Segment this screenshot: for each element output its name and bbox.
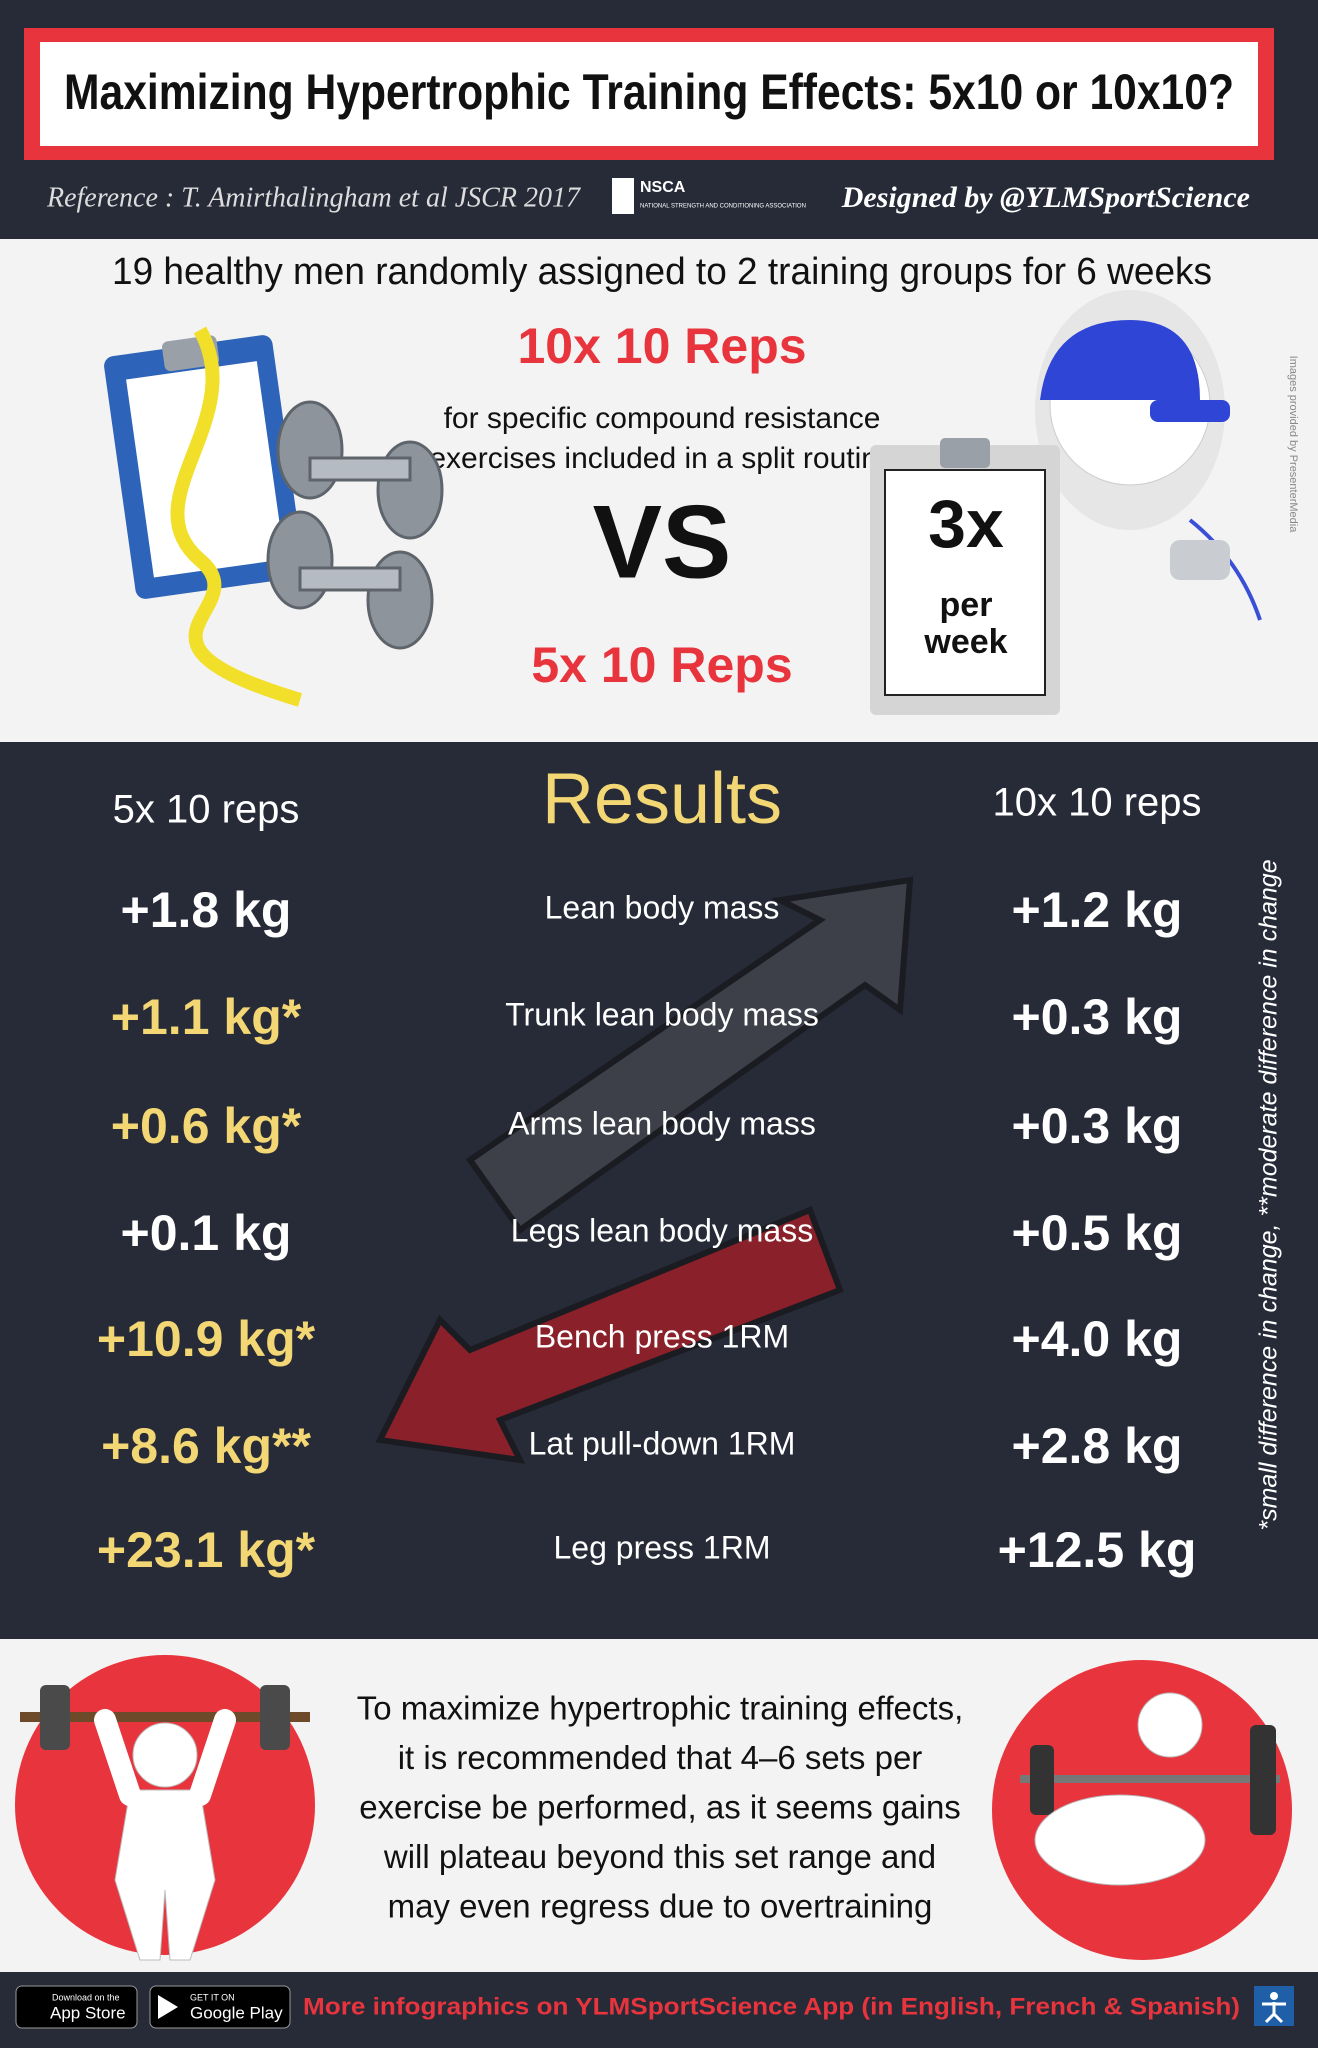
conclusion: To maximize hypertrophic training effect…: [357, 1690, 964, 1925]
five-sets-change: +10.9 kg*: [97, 1311, 316, 1367]
measure: Bench press 1RM: [535, 1318, 789, 1354]
down-arrow: [375, 1206, 844, 1464]
conclusion-line: To maximize hypertrophic training effect…: [357, 1690, 964, 1727]
five-sets-change: +0.6 kg*: [111, 1098, 302, 1154]
up-arrow: [465, 876, 914, 1235]
left-header: 5x 10 reps: [113, 788, 300, 832]
five-sets-change: +1.1 kg*: [111, 989, 302, 1045]
badge-small: GET IT ON: [190, 1992, 235, 2002]
app-store-badge[interactable]: [15, 1985, 138, 2029]
description-line: for specific compound resistance: [444, 402, 881, 435]
group-b: 5x 10 Reps: [531, 637, 792, 693]
title: Maximizing Hypertrophic Training Effects…: [64, 64, 1234, 120]
image-credit: Images provided by PresenterMedia: [1287, 356, 1299, 534]
measure: Trunk lean body mass: [505, 996, 819, 1032]
badge-label: App Store: [50, 2003, 126, 2022]
ten-sets-change: +0.3 kg: [1012, 1098, 1183, 1154]
app-icon-glyph: [1262, 2002, 1286, 2024]
badge-label: Google Play: [190, 2003, 283, 2022]
coach-illustration: [870, 290, 1262, 715]
measure: Leg press 1RM: [554, 1529, 771, 1565]
right-header: 10x 10 reps: [992, 781, 1201, 825]
ten-sets-change: +4.0 kg: [1012, 1311, 1183, 1367]
group-a: 10x 10 Reps: [517, 318, 806, 374]
results-bg: [0, 742, 1318, 1639]
five-sets-change: +1.8 kg: [121, 882, 292, 938]
footnote: *small difference in change, **moderate …: [1255, 859, 1283, 1530]
frequency: 3x: [928, 486, 1004, 562]
reference: Reference : T. Amirthalingham et al JSCR…: [46, 182, 581, 213]
results-title: Results: [542, 759, 782, 839]
vs: VS: [593, 484, 732, 600]
lifter-right: [992, 1660, 1292, 1960]
measure: Arms lean body mass: [508, 1105, 816, 1141]
ten-sets-change: +2.8 kg: [1012, 1418, 1183, 1474]
five-sets-change: +0.1 kg: [121, 1205, 292, 1261]
lifter-left: [15, 1655, 315, 1961]
study-summary: 19 healthy men randomly assigned to 2 tr…: [112, 251, 1212, 293]
description-line: exercises included in a split routine: [429, 442, 894, 475]
conclusion-line: will plateau beyond this set range and: [383, 1838, 936, 1875]
frequency-unit: week: [923, 623, 1007, 661]
play-icon: [158, 1995, 178, 2019]
google-play-badge[interactable]: [149, 1985, 291, 2029]
promo[interactable]: More infographics on YLMSportScience App…: [303, 1993, 1240, 2020]
measure: Legs lean body mass: [511, 1212, 813, 1248]
conclusion-line: may even regress due to overtraining: [388, 1888, 933, 1925]
ten-sets-change: +0.3 kg: [1012, 989, 1183, 1045]
logo-subtitle: NATIONAL STRENGTH AND CONDITIONING ASSOC…: [640, 204, 806, 210]
frequency-unit: per: [940, 586, 993, 624]
ten-sets-change: +12.5 kg: [998, 1522, 1197, 1578]
app-icon-glyph: [1270, 1992, 1278, 2000]
clipboard-illustration: [104, 326, 444, 707]
ten-sets-change: +0.5 kg: [1012, 1205, 1183, 1261]
conclusion-line: it is recommended that 4–6 sets per: [398, 1739, 923, 1776]
logo: NSCA: [640, 179, 686, 196]
five-sets-change: +8.6 kg**: [101, 1418, 311, 1474]
five-sets-change: +23.1 kg*: [97, 1522, 316, 1578]
results-rows: +1.8 kg Lean body mass +1.2 kg +1.1 kg* Trun…: [97, 882, 1196, 1578]
measure: Lean body mass: [545, 889, 780, 925]
conclusion-line: exercise be performed, as it seems gains: [359, 1789, 961, 1826]
badge-small: Download on the: [52, 1992, 120, 2002]
measure: Lat pull-down 1RM: [529, 1425, 796, 1461]
logo-mark: [612, 178, 634, 214]
title-box: [40, 42, 1258, 146]
ten-sets-change: +1.2 kg: [1012, 882, 1183, 938]
designer: Designed by @YLMSportScience: [841, 181, 1250, 214]
